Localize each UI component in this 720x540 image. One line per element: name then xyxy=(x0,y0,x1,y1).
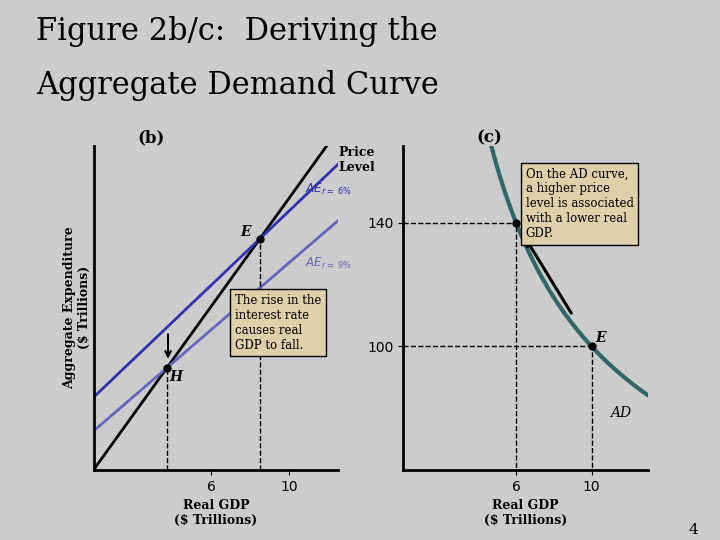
Text: Figure 2b/c:  Deriving the: Figure 2b/c: Deriving the xyxy=(36,16,438,47)
Text: E: E xyxy=(240,225,251,239)
Text: $AE_{r=\ 6\%}$: $AE_{r=\ 6\%}$ xyxy=(305,182,352,197)
Text: (b): (b) xyxy=(138,130,165,146)
X-axis label: Real GDP
($ Trillions): Real GDP ($ Trillions) xyxy=(484,499,567,527)
Text: The rise in the
interest rate
causes real
GDP to fall.: The rise in the interest rate causes rea… xyxy=(235,294,321,352)
Text: AD: AD xyxy=(611,406,631,420)
Y-axis label: Aggregate Expenditure
($ Trillions): Aggregate Expenditure ($ Trillions) xyxy=(63,226,91,389)
Text: E: E xyxy=(595,330,606,345)
Text: (c): (c) xyxy=(477,130,503,146)
Text: On the AD curve,
a higher price
level is associated
with a lower real
GDP.: On the AD curve, a higher price level is… xyxy=(526,167,634,240)
Text: H: H xyxy=(520,207,533,221)
X-axis label: Real GDP
($ Trillions): Real GDP ($ Trillions) xyxy=(174,499,258,527)
Text: Price
Level: Price Level xyxy=(338,146,375,174)
Text: H: H xyxy=(169,370,182,384)
Text: 4: 4 xyxy=(688,523,698,537)
Text: $AE_{r=\ 9\%}$: $AE_{r=\ 9\%}$ xyxy=(305,256,352,271)
Text: Aggregate Demand Curve: Aggregate Demand Curve xyxy=(36,70,439,101)
